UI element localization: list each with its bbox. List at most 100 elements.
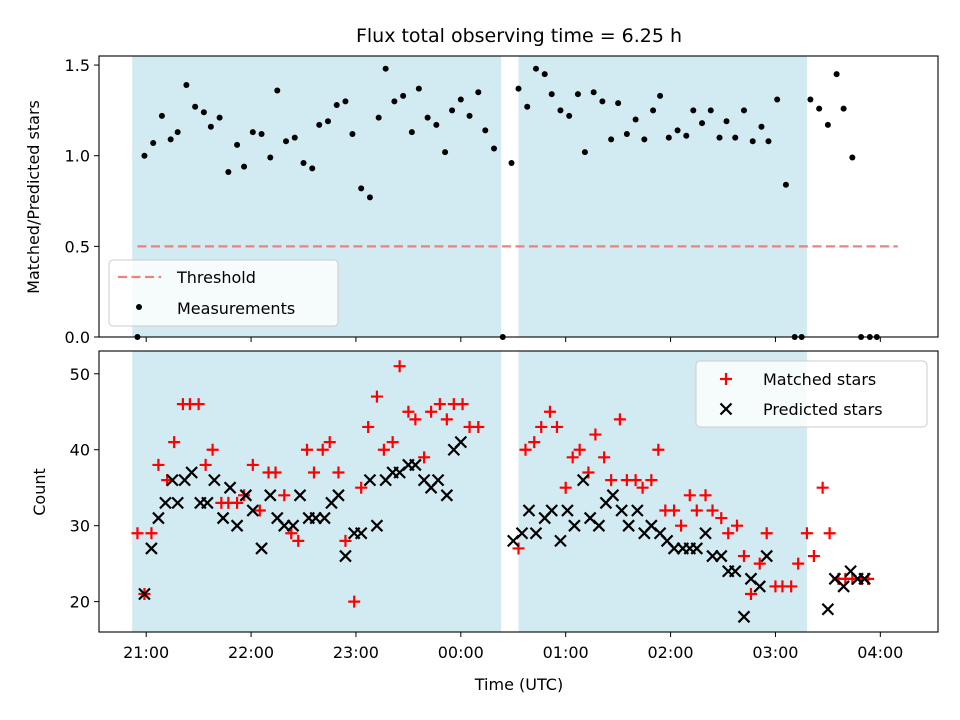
measurement-point	[449, 107, 456, 114]
measurement-point	[207, 123, 214, 130]
measurement-point	[532, 65, 539, 72]
predicted-star-point	[332, 489, 345, 502]
predicted-star-point	[363, 473, 377, 487]
matched-star-point	[339, 534, 352, 547]
measurement-point	[415, 85, 422, 92]
predicted-star-point	[339, 549, 352, 563]
matched-star-point	[528, 436, 541, 449]
matched-star-point	[307, 466, 320, 479]
x-tick-label: 01:00	[543, 643, 589, 662]
measurement-point	[774, 96, 781, 103]
matched-star-point	[238, 489, 251, 502]
measurement-point	[267, 154, 274, 161]
x-tick-label: 00:00	[438, 643, 484, 662]
matched-star-point	[715, 512, 728, 525]
matched-star-point	[355, 481, 368, 494]
y-tick-label: 1.0	[65, 147, 90, 166]
matched-star-point	[559, 481, 572, 494]
measurement-point	[590, 89, 597, 96]
matched-star-point	[589, 428, 602, 441]
measurement-point	[158, 112, 165, 119]
x-axis-label: Time (UTC)	[474, 675, 563, 694]
measurement-point	[641, 136, 648, 143]
measurement-point	[508, 159, 515, 166]
matched-star-point	[706, 504, 719, 517]
y-tick-label: 0.5	[65, 237, 90, 256]
measurement-point	[249, 129, 256, 136]
predicted-star-point	[699, 526, 712, 540]
measurement-point	[408, 129, 415, 136]
predicted-star-point	[515, 526, 529, 540]
predicted-star-point	[837, 580, 850, 593]
matched-star-point	[168, 436, 181, 449]
measurement-point	[840, 105, 847, 112]
predicted-star-point	[714, 549, 728, 563]
matched-star-point	[690, 504, 703, 517]
predicted-star-point	[216, 511, 230, 525]
matched-star-point	[753, 557, 766, 570]
measurement-point	[581, 149, 588, 156]
matched-star-point	[370, 390, 383, 403]
predicted-star-point	[529, 526, 543, 540]
measurement-point	[400, 92, 407, 99]
matched-star-point	[744, 588, 757, 601]
measurement-point	[309, 165, 316, 172]
measurement-point	[475, 89, 482, 96]
predicted-star-point	[255, 542, 268, 555]
matched-star-point	[206, 443, 219, 456]
measurement-point	[167, 136, 174, 143]
measurement-point	[566, 112, 573, 119]
measurement-point	[623, 130, 630, 137]
matched-star-point	[231, 496, 244, 509]
matched-star-point	[316, 443, 329, 456]
matched-star-point	[456, 398, 469, 411]
matched-star-point	[409, 413, 422, 426]
y-tick-label: 50	[70, 365, 90, 384]
measurement-point	[433, 121, 440, 128]
upper-legend: Threshold Measurements	[108, 259, 339, 327]
measurement-point	[482, 127, 489, 134]
predicted-star-point	[622, 519, 635, 532]
measurement-point	[515, 85, 522, 92]
predicted-star-point	[223, 481, 237, 494]
predicted-star-point	[690, 542, 704, 555]
measurement-point	[541, 71, 548, 78]
measurement-point	[723, 118, 730, 125]
measurement-point	[758, 123, 765, 130]
predicted-star-point	[152, 511, 165, 525]
predicted-star-point	[858, 572, 871, 586]
measurement-point	[615, 100, 622, 107]
measurement-point	[632, 116, 639, 123]
measurement-point	[200, 109, 207, 116]
predicted-star-point	[166, 473, 179, 487]
matched-star-point	[636, 481, 649, 494]
predicted-star-point	[171, 496, 184, 510]
predicted-star-point	[318, 511, 331, 525]
matched-star-point	[332, 466, 345, 479]
legend-predicted-label: Predicted stars	[763, 400, 883, 419]
matched-star-point	[199, 458, 212, 471]
matched-star-point	[550, 420, 563, 433]
measurement-point	[366, 194, 373, 201]
lower-frame	[98, 350, 939, 633]
measurement-point	[216, 114, 223, 121]
predicted-star-point	[568, 519, 581, 532]
measurement-point	[765, 138, 772, 145]
matched-star-point	[645, 474, 658, 487]
measurement-point	[192, 103, 199, 110]
x-tick-label: 23:00	[333, 643, 379, 662]
matched-star-point	[573, 443, 586, 456]
measurement-point	[234, 141, 241, 148]
x-tick-label: 03:00	[752, 643, 798, 662]
predicted-star-point	[592, 519, 606, 532]
predicted-star-point	[576, 473, 590, 487]
matched-star-point	[292, 534, 305, 547]
matched-star-point	[800, 527, 813, 540]
measurement-point	[650, 107, 657, 114]
matched-star-point	[152, 458, 165, 471]
measurement-point	[683, 132, 690, 139]
measurement-point	[548, 91, 555, 98]
measurement-point	[740, 107, 747, 114]
x-tick-label: 21:00	[123, 643, 169, 662]
measurement-point	[574, 91, 581, 98]
